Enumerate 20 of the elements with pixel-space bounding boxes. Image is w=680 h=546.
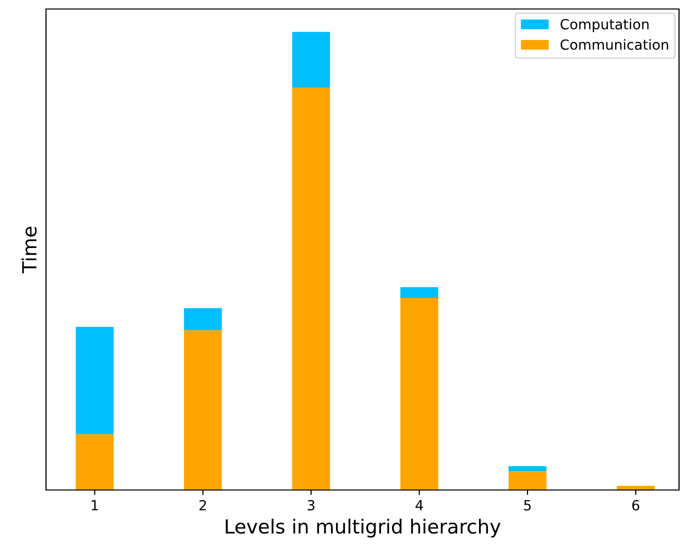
x-axis-title: Levels in multigrid hierarchy [226, 518, 501, 538]
legend-label: Communication [560, 39, 668, 50]
x-tick-label: 4 [416, 500, 423, 510]
bar [76, 326, 114, 434]
bar [400, 298, 438, 490]
bar [184, 308, 222, 330]
x-tick-label: 6 [632, 500, 640, 510]
x-tick-label: 1 [92, 500, 98, 510]
bar [76, 434, 114, 490]
bar [400, 287, 438, 298]
bar [292, 32, 330, 88]
legend-label: Computation [560, 18, 649, 32]
bar [184, 330, 222, 490]
bar [508, 471, 546, 490]
x-tick-label: 3 [308, 500, 314, 510]
bar [292, 88, 330, 490]
x-tick-label: 5 [524, 500, 531, 510]
bar [508, 466, 546, 472]
x-tick-label: 2 [199, 500, 206, 510]
y-axis-title: Time [22, 226, 37, 274]
